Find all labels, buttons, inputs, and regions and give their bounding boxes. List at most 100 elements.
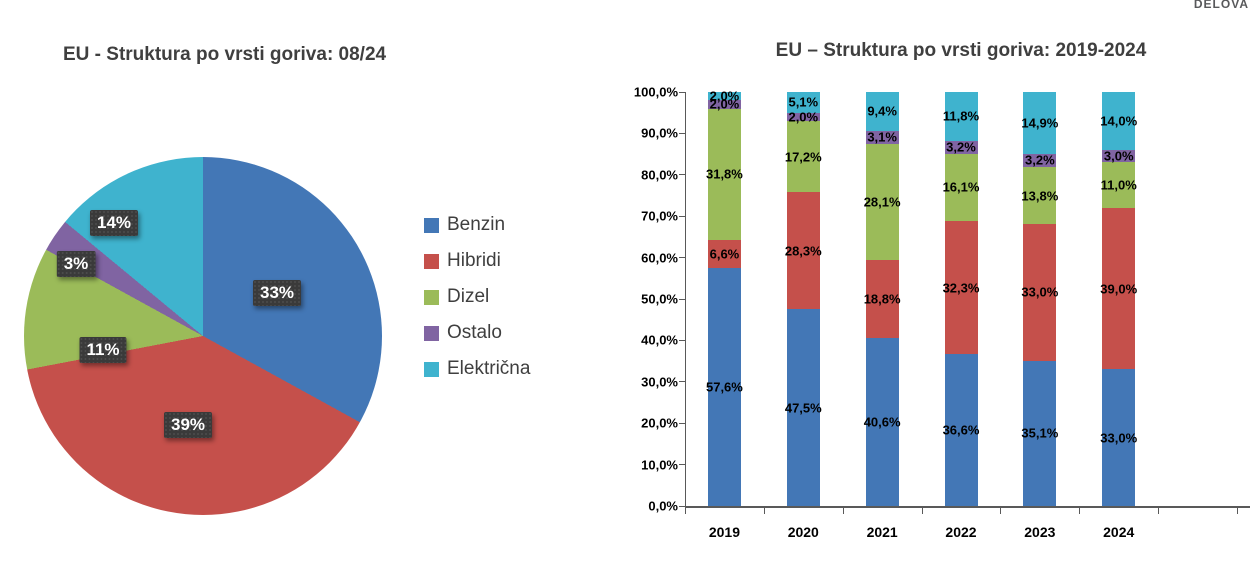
- bar-data-label: 39,0%: [1100, 281, 1138, 297]
- bar-data-label: 47,5%: [784, 400, 822, 416]
- bar-data-label: 40,6%: [863, 414, 901, 430]
- bar-data-label: 6,6%: [709, 246, 740, 262]
- x-axis-label: 2023: [1024, 524, 1056, 540]
- bar-segment-električna-2021: [865, 92, 899, 131]
- bar-segment-dizel-2022: [944, 154, 978, 221]
- bar-segment-dizel-2021: [865, 143, 899, 261]
- bar-segment-hibridi-2024: [1102, 207, 1136, 370]
- bar-data-label: 9,4%: [867, 103, 897, 119]
- y-axis-line: [685, 92, 686, 506]
- y-axis-label: 40,0%: [641, 332, 678, 348]
- bar-segment-ostalo-2022: [944, 140, 978, 155]
- bar-data-label: 18,8%: [863, 291, 901, 307]
- y-axis-tick: [679, 422, 685, 424]
- bar-data-label: 16,1%: [942, 179, 980, 195]
- y-axis-tick: [679, 381, 685, 383]
- legend-label: Hibridi: [447, 250, 501, 271]
- legend-label: Benzin: [447, 214, 506, 235]
- legend-swatch-benzin: [424, 217, 439, 233]
- y-axis-tick: [679, 215, 685, 217]
- legend-swatch-dizel: [424, 289, 439, 305]
- pie-legend: Benzin Hibridi Dizel Ostalo Električna: [424, 207, 530, 387]
- bar-segment-ostalo-2023: [1023, 153, 1057, 167]
- pie-chart-title: EU - Struktura po vrsti goriva: 08/24: [63, 44, 387, 65]
- bar-segment-dizel-2023: [1023, 166, 1057, 225]
- bar-data-label: 33,0%: [1021, 284, 1059, 300]
- bar-segment-benzin-2024: [1102, 369, 1136, 506]
- legend-item: Električna: [424, 351, 530, 387]
- x-axis-line: [685, 506, 1250, 508]
- bar-chart-title: EU – Struktura po vrsti goriva: 2019-202…: [775, 40, 1147, 61]
- pie-data-label: 3%: [56, 251, 96, 277]
- legend-item: Dizel: [424, 279, 530, 315]
- bar-segment-hibridi-2022: [944, 220, 978, 355]
- x-axis-tick: [921, 508, 923, 514]
- legend-label: Električna: [447, 358, 531, 379]
- y-axis-label: 100,0%: [633, 84, 678, 100]
- pie-data-label: 11%: [79, 337, 127, 363]
- x-axis-tick: [685, 508, 686, 514]
- bar-segment-električna-2024: [1102, 92, 1136, 150]
- legend-item: Ostalo: [424, 315, 530, 351]
- bar-data-label: 32,3%: [942, 280, 980, 296]
- y-axis-label: 30,0%: [641, 374, 678, 390]
- y-axis-tick: [679, 91, 685, 93]
- bar-data-label: 28,1%: [863, 194, 901, 210]
- bar-data-label: 31,8%: [705, 166, 743, 182]
- bar-data-label: 11,8%: [942, 108, 980, 124]
- bar-segment-benzin-2021: [865, 337, 899, 506]
- y-axis-tick: [679, 505, 685, 507]
- bar-segment-ostalo-2024: [1102, 149, 1136, 163]
- bar-data-label: 3,1%: [867, 129, 897, 145]
- bar-data-label: 14,0%: [1100, 113, 1138, 129]
- bar-data-label: 36,6%: [942, 422, 980, 438]
- bar-data-label: 35,1%: [1021, 425, 1059, 441]
- y-axis-label: 70,0%: [641, 208, 678, 224]
- y-axis-tick: [679, 257, 685, 259]
- y-axis-tick: [679, 464, 685, 466]
- bar-segment-ostalo-2021: [865, 130, 899, 144]
- bar-segment-ostalo-2019: [707, 100, 741, 109]
- y-axis-label: 80,0%: [641, 167, 678, 183]
- y-axis-label: 90,0%: [641, 125, 678, 141]
- bar-data-label: 2,0%: [709, 96, 740, 112]
- legend-item: Benzin: [424, 207, 530, 243]
- bar-segment-benzin-2020: [786, 309, 820, 506]
- bar-segment-hibridi-2019: [707, 240, 741, 268]
- pie-data-label: 33%: [252, 280, 302, 306]
- x-axis-label: 2022: [945, 524, 977, 540]
- legend-label: Ostalo: [447, 322, 502, 343]
- y-axis-label: 0,0%: [648, 498, 678, 514]
- delova-logo-text: DELOVA: [1193, 0, 1249, 11]
- x-axis-label: 2021: [866, 524, 898, 540]
- pie-chart: [24, 157, 382, 515]
- y-axis-tick: [679, 132, 685, 134]
- x-axis-tick: [842, 508, 844, 514]
- y-axis-tick: [679, 339, 685, 341]
- pie-data-label: 39%: [163, 412, 213, 438]
- bar-segment-električna-2019: [707, 92, 741, 101]
- x-axis-tick: [1079, 508, 1081, 514]
- legend-swatch-hibridi: [424, 253, 439, 269]
- legend-label: Dizel: [447, 286, 490, 307]
- x-axis-tick: [1237, 508, 1238, 514]
- bar-segment-benzin-2019: [707, 267, 741, 506]
- bar-data-label: 13,8%: [1021, 188, 1059, 203]
- bar-segment-benzin-2023: [1023, 360, 1057, 506]
- bar-segment-električna-2020: [786, 91, 820, 113]
- bar-data-label: 57,6%: [705, 379, 743, 395]
- y-axis-label: 50,0%: [641, 291, 678, 307]
- bar-segment-dizel-2024: [1102, 162, 1136, 208]
- bar-segment-hibridi-2020: [786, 192, 820, 310]
- bar-segment-električna-2022: [944, 92, 978, 141]
- bar-data-label: 11,0%: [1100, 177, 1137, 193]
- legend-item: Hibridi: [424, 243, 530, 279]
- bar-data-label: 2,0%: [709, 88, 740, 104]
- x-axis-tick: [1158, 508, 1160, 514]
- pie-data-label: 14%: [89, 210, 139, 236]
- bar-data-label: 3,0%: [1103, 148, 1134, 164]
- bar-segment-ostalo-2020: [786, 112, 820, 121]
- bar-data-label: 5,1%: [788, 94, 819, 110]
- bar-segment-hibridi-2023: [1023, 224, 1057, 361]
